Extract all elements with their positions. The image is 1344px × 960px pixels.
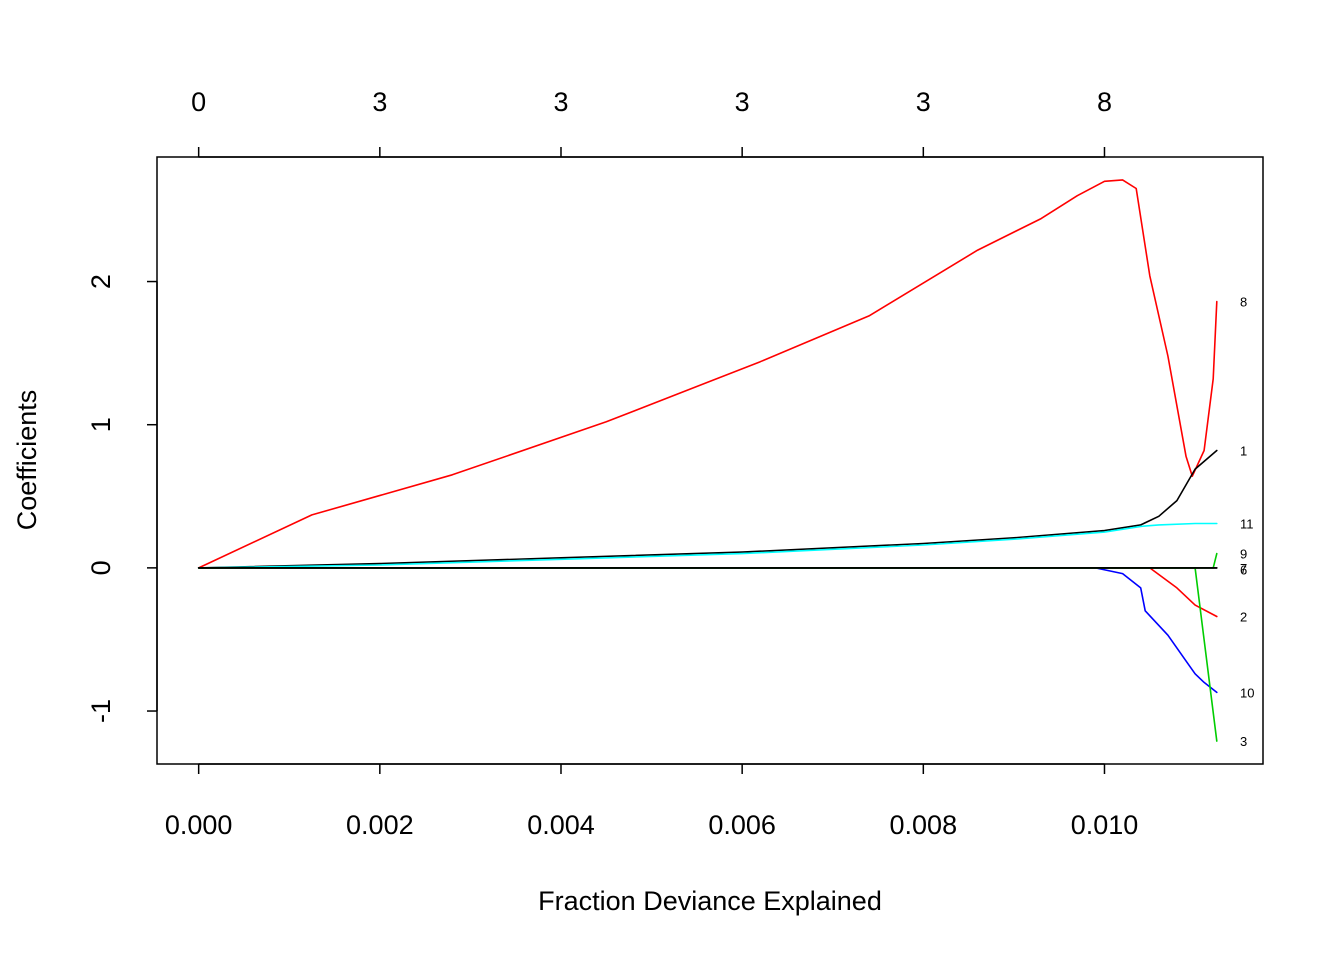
coefficient-path-3 xyxy=(197,567,1218,742)
x-tick-label: 0.010 xyxy=(1071,810,1139,840)
top-tick-label: 3 xyxy=(372,87,387,117)
path-label-10: 10 xyxy=(1240,685,1254,700)
coefficient-path-2 xyxy=(197,567,1218,618)
x-tick-label: 0.002 xyxy=(346,810,414,840)
x-tick-label: 0.000 xyxy=(165,810,233,840)
y-axis-title: Coefficients xyxy=(12,390,42,531)
top-tick-label: 0 xyxy=(191,87,206,117)
top-axis: 0 3 3 3 3 8 xyxy=(191,87,1112,158)
path-label-2: 2 xyxy=(1240,610,1247,625)
plot-lines xyxy=(197,179,1218,742)
coefficient-path-10 xyxy=(197,567,1218,694)
x-axis: 0.000 0.002 0.004 0.006 0.008 0.010 xyxy=(165,763,1139,840)
y-tick-label: 0 xyxy=(86,560,116,575)
x-tick-label: 0.006 xyxy=(708,810,776,840)
y-axis: -1 0 1 2 xyxy=(86,274,158,723)
x-axis-title: Fraction Deviance Explained xyxy=(538,886,882,916)
path-label-1: 1 xyxy=(1240,443,1247,458)
path-label-11: 11 xyxy=(1240,516,1254,531)
top-tick-label: 3 xyxy=(553,87,568,117)
y-tick-label: 2 xyxy=(86,274,116,289)
path-label-3: 3 xyxy=(1240,734,1247,749)
coefficient-path-1 xyxy=(197,449,1218,569)
top-tick-label: 3 xyxy=(916,87,931,117)
path-label-7: 7 xyxy=(1240,561,1247,576)
path-label-8: 8 xyxy=(1240,295,1247,310)
top-tick-label: 3 xyxy=(735,87,750,117)
path-label-9: 9 xyxy=(1240,547,1247,562)
y-tick-label: -1 xyxy=(86,699,116,723)
y-tick-label: 1 xyxy=(86,417,116,432)
x-tick-label: 0.008 xyxy=(890,810,958,840)
x-tick-label: 0.004 xyxy=(527,810,595,840)
plot-frame xyxy=(156,156,1264,765)
coefficient-path-8 xyxy=(197,179,1218,569)
coefficient-path-11 xyxy=(197,522,1218,569)
top-tick-label: 8 xyxy=(1097,87,1112,117)
path-label-6: 6 xyxy=(1240,562,1247,577)
